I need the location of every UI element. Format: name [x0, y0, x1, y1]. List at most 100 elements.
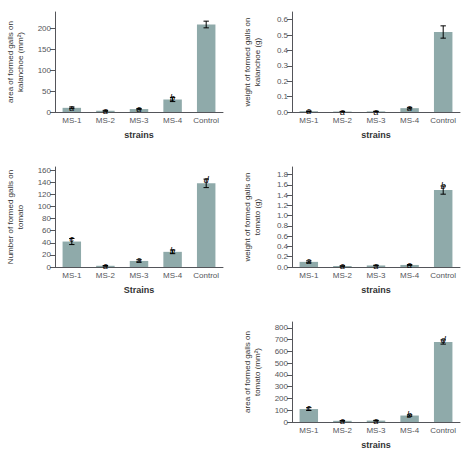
svg-text:600: 600	[275, 347, 289, 356]
svg-text:tomato (g): tomato (g)	[253, 198, 262, 235]
svg-text:c: c	[307, 403, 312, 413]
svg-text:0.1: 0.1	[277, 92, 289, 101]
svg-text:0.6: 0.6	[277, 15, 289, 24]
svg-text:a: a	[407, 260, 412, 270]
svg-text:MS-3: MS-3	[129, 116, 149, 125]
svg-text:a: a	[340, 416, 345, 426]
svg-text:Strains: Strains	[124, 285, 155, 295]
svg-text:500: 500	[275, 359, 289, 368]
svg-text:MS-2: MS-2	[333, 426, 353, 435]
svg-text:800: 800	[275, 323, 289, 332]
svg-text:a: a	[69, 103, 74, 113]
svg-text:MS-1: MS-1	[299, 271, 319, 280]
svg-text:1.2: 1.2	[277, 201, 289, 210]
svg-text:MS-4: MS-4	[400, 116, 420, 125]
svg-text:tomato (mm²): tomato (mm²)	[253, 348, 262, 396]
svg-text:MS-3: MS-3	[366, 116, 386, 125]
svg-text:100: 100	[275, 406, 289, 415]
svg-text:a: a	[136, 255, 141, 265]
svg-text:120: 120	[38, 190, 52, 199]
svg-text:Control: Control	[430, 426, 456, 435]
svg-text:MS-1: MS-1	[299, 116, 319, 125]
svg-text:0: 0	[47, 263, 52, 272]
svg-text:160: 160	[38, 166, 52, 175]
svg-text:1.4: 1.4	[277, 191, 289, 200]
svg-text:MS-3: MS-3	[366, 271, 386, 280]
svg-text:a: a	[340, 261, 345, 271]
svg-text:Control: Control	[430, 271, 456, 280]
svg-text:300: 300	[275, 382, 289, 391]
svg-text:700: 700	[275, 335, 289, 344]
svg-text:MS-2: MS-2	[96, 116, 116, 125]
svg-text:Control: Control	[193, 116, 219, 125]
svg-text:MS-4: MS-4	[400, 271, 420, 280]
svg-text:kalanchoe (g): kalanchoe (g)	[253, 37, 262, 86]
svg-text:MS-2: MS-2	[96, 271, 116, 280]
svg-text:a: a	[407, 103, 412, 113]
svg-text:MS-4: MS-4	[400, 426, 420, 435]
svg-text:Number of formed galls on: Number of formed galls on	[6, 170, 15, 264]
svg-text:b: b	[441, 181, 446, 191]
svg-text:Control: Control	[193, 271, 219, 280]
svg-text:0.2: 0.2	[277, 252, 289, 261]
svg-text:0.4: 0.4	[277, 46, 289, 55]
svg-text:0.5: 0.5	[277, 31, 289, 40]
svg-text:0.6: 0.6	[277, 232, 289, 241]
svg-text:1.6: 1.6	[277, 180, 289, 189]
svg-text:1.8: 1.8	[277, 170, 289, 179]
svg-text:strains: strains	[124, 130, 154, 140]
svg-text:weight of formed galls on: weight of formed galls on	[243, 173, 252, 263]
svg-text:60: 60	[42, 226, 51, 235]
svg-text:strains: strains	[361, 285, 391, 295]
svg-text:a: a	[373, 107, 378, 117]
svg-text:a: a	[340, 107, 345, 117]
svg-text:0.2: 0.2	[277, 77, 289, 86]
svg-text:40: 40	[42, 238, 51, 247]
svg-text:0.4: 0.4	[277, 242, 289, 251]
svg-text:400: 400	[275, 370, 289, 379]
svg-text:d: d	[441, 335, 447, 345]
svg-text:0.0: 0.0	[277, 263, 289, 272]
svg-text:b: b	[170, 93, 175, 103]
svg-text:MS-3: MS-3	[129, 271, 149, 280]
svg-text:0.8: 0.8	[277, 221, 289, 230]
svg-text:MS-2: MS-2	[333, 271, 353, 280]
svg-text:MS-1: MS-1	[299, 426, 319, 435]
svg-text:kalanchoe (mm²): kalanchoe (mm²)	[16, 32, 25, 92]
svg-text:a: a	[103, 106, 108, 116]
svg-text:Control: Control	[430, 116, 456, 125]
svg-text:MS-4: MS-4	[163, 116, 183, 125]
svg-text:a: a	[306, 256, 311, 266]
svg-text:c: c	[70, 234, 75, 244]
svg-text:0.3: 0.3	[277, 61, 289, 70]
svg-text:a: a	[373, 416, 378, 426]
svg-text:100: 100	[38, 66, 52, 75]
svg-text:tomato: tomato	[16, 204, 25, 229]
svg-text:d: d	[204, 175, 210, 185]
svg-text:b: b	[170, 246, 175, 256]
svg-text:50: 50	[42, 87, 51, 96]
svg-text:0: 0	[47, 108, 52, 117]
svg-text:100: 100	[38, 202, 52, 211]
svg-text:MS-1: MS-1	[62, 271, 82, 280]
svg-text:140: 140	[38, 178, 52, 187]
svg-text:1.0: 1.0	[277, 211, 289, 220]
svg-text:a: a	[136, 104, 141, 114]
svg-text:MS-1: MS-1	[62, 116, 82, 125]
svg-text:area of formed galls on: area of formed galls on	[6, 21, 15, 103]
svg-text:200: 200	[275, 394, 289, 403]
svg-text:MS-4: MS-4	[163, 271, 183, 280]
svg-text:strains: strains	[361, 440, 391, 450]
svg-text:area of formed galls on: area of formed galls on	[243, 331, 252, 413]
svg-text:MS-3: MS-3	[366, 426, 386, 435]
svg-text:a: a	[373, 261, 378, 271]
svg-text:weight of formed galls on: weight of formed galls on	[243, 18, 252, 108]
svg-text:150: 150	[38, 45, 52, 54]
svg-text:0: 0	[284, 418, 289, 427]
svg-text:a: a	[306, 106, 311, 116]
svg-text:b: b	[407, 410, 412, 420]
svg-text:200: 200	[38, 24, 52, 33]
svg-text:20: 20	[42, 250, 51, 259]
svg-text:0.0: 0.0	[277, 108, 289, 117]
svg-text:a: a	[103, 261, 108, 271]
